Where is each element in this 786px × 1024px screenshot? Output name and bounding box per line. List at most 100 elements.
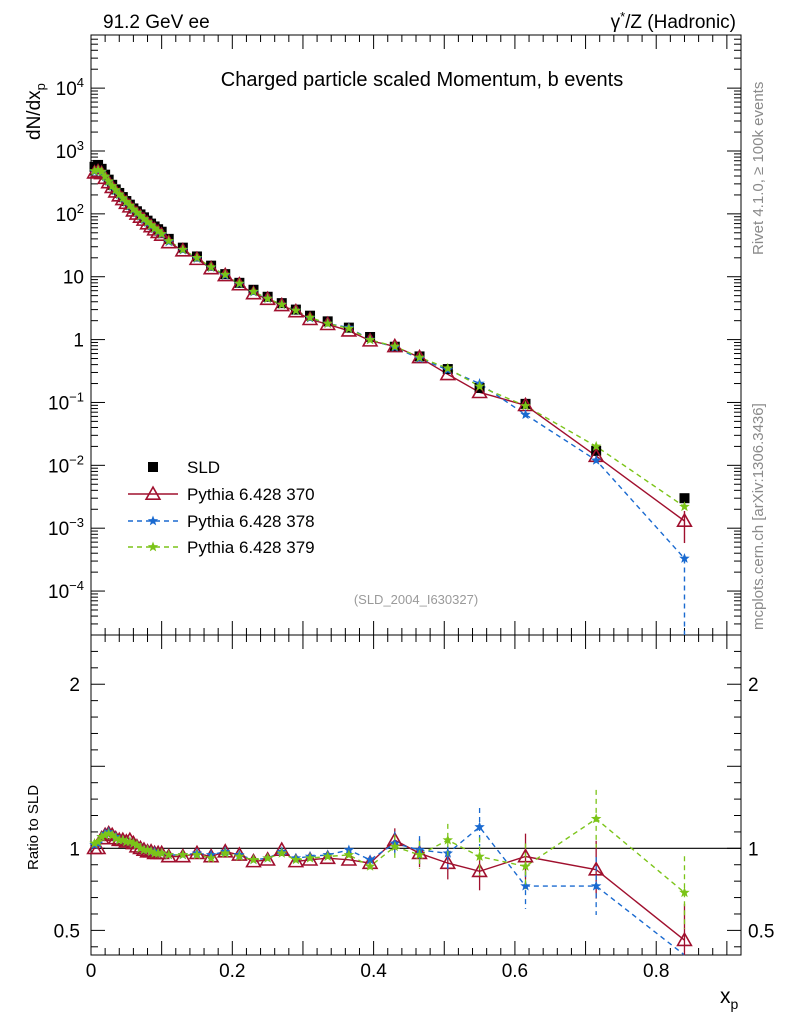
- header-left: 91.2 GeV ee: [103, 12, 210, 33]
- mc-point-3: [262, 293, 273, 303]
- ratio-point-1: [245, 852, 262, 868]
- mc-point-3: [191, 252, 203, 263]
- mc-point-3: [114, 188, 125, 199]
- ratio-point-2: [414, 844, 425, 855]
- ratio-point-3: [156, 847, 167, 858]
- ratio-point-3: [142, 844, 153, 855]
- mc-point-3: [152, 225, 164, 236]
- ratio-point-1: [340, 851, 358, 866]
- ratio-point-3: [389, 841, 400, 852]
- mc-point-1: [160, 234, 177, 249]
- mc-point-3: [135, 210, 146, 221]
- main-series: [86, 159, 693, 635]
- mc-point-1: [301, 310, 319, 326]
- ratio-point-3: [191, 849, 203, 860]
- y-tick-label: 10−3: [48, 515, 84, 540]
- ratio-point-3: [145, 846, 157, 857]
- ratio-point-3: [103, 828, 114, 838]
- mc-point-2: [520, 409, 531, 420]
- mc-point-1: [231, 276, 248, 291]
- mc-point-3: [110, 184, 121, 195]
- ratio-y-tick-label: 0.5: [54, 921, 80, 942]
- ratio-point-1: [319, 849, 336, 865]
- legend-marker-1: [144, 485, 162, 500]
- ratio-point-3: [322, 851, 333, 861]
- mc-point-1: [319, 315, 336, 331]
- mc-point-3: [520, 400, 531, 411]
- ratio-point-1: [174, 848, 192, 863]
- ratio-point-3: [520, 860, 531, 871]
- mc-point-3: [177, 244, 189, 255]
- mc-point-3: [145, 219, 157, 230]
- mc-point-3: [248, 286, 259, 296]
- mc-point-1: [259, 290, 276, 306]
- mc-point-1: [202, 260, 220, 275]
- ratio-point-1: [471, 862, 488, 878]
- legend-marker-3: [147, 541, 159, 552]
- mc-point-3: [205, 261, 217, 272]
- mc-point-3: [364, 334, 376, 345]
- ratio-y-tick-label: 1: [69, 839, 80, 860]
- mc-point-3: [290, 305, 302, 315]
- legend-marker-0: [148, 462, 158, 472]
- mc-point-2: [590, 454, 602, 465]
- y-tick-label: 1: [73, 331, 84, 352]
- ratio-point-3: [442, 834, 453, 845]
- main-line-1: [94, 170, 685, 522]
- ratio-point-3: [89, 837, 100, 848]
- mc-point-1: [188, 250, 206, 266]
- ratio-point-1: [259, 851, 276, 866]
- mc-point-3: [234, 278, 245, 288]
- mc-point-3: [679, 501, 690, 512]
- mc-point-1: [340, 322, 358, 337]
- ratio-point-3: [92, 836, 104, 847]
- ratio-point-3: [205, 852, 217, 863]
- y-tick-label: 10−2: [48, 452, 84, 477]
- legend-label-0: SLD: [187, 458, 220, 477]
- ratio-point-3: [304, 852, 316, 863]
- ratio-point-3: [290, 854, 302, 865]
- ratio-point-3: [679, 887, 690, 898]
- y-tick-label: 10: [63, 268, 84, 289]
- ratio-y-tick-label-right: 1: [748, 839, 759, 860]
- ratio-point-3: [262, 852, 273, 863]
- mc-point-3: [99, 170, 111, 181]
- mc-point-3: [128, 203, 139, 214]
- mc-point-3: [92, 164, 104, 175]
- x-tick-label: 0: [86, 961, 97, 982]
- mc-point-1: [245, 285, 262, 300]
- mc-point-3: [304, 312, 316, 322]
- ratio-point-1: [587, 861, 605, 876]
- mc-point-1: [471, 383, 488, 399]
- y-tick-label: 10−4: [48, 578, 84, 603]
- ratio-point-1: [676, 931, 693, 947]
- main-line-2: [94, 169, 686, 559]
- ratio-point-3: [128, 837, 139, 848]
- ratio-point-3: [234, 851, 245, 861]
- data-point-sld: [679, 493, 690, 504]
- mc-point-3: [163, 235, 174, 246]
- ratio-point-2: [343, 844, 355, 855]
- mc-point-1: [273, 296, 291, 312]
- mc-point-1: [153, 226, 170, 242]
- ratio-point-3: [414, 849, 425, 860]
- mc-point-3: [220, 269, 231, 280]
- legend-label-1: Pythia 6.428 370: [187, 485, 315, 504]
- mc-point-3: [89, 165, 100, 176]
- plot-title: Charged particle scaled Momentum, b even…: [221, 69, 623, 91]
- ratio-point-1: [301, 851, 319, 866]
- ratio-point-2: [520, 880, 531, 891]
- ratio-point-2: [590, 880, 602, 891]
- ratio-point-3: [131, 839, 143, 850]
- ratio-point-3: [99, 829, 111, 840]
- ratio-point-1: [160, 848, 177, 863]
- legend-marker-2: [147, 515, 159, 526]
- mc-point-3: [442, 362, 453, 373]
- x-tick-label: 0.2: [219, 961, 245, 982]
- ratio-point-3: [124, 836, 136, 847]
- ratio-point-3: [135, 842, 146, 853]
- mc-point-3: [117, 192, 128, 203]
- mc-point-3: [96, 166, 107, 177]
- mc-point-3: [343, 323, 355, 333]
- ratio-series: [86, 789, 693, 956]
